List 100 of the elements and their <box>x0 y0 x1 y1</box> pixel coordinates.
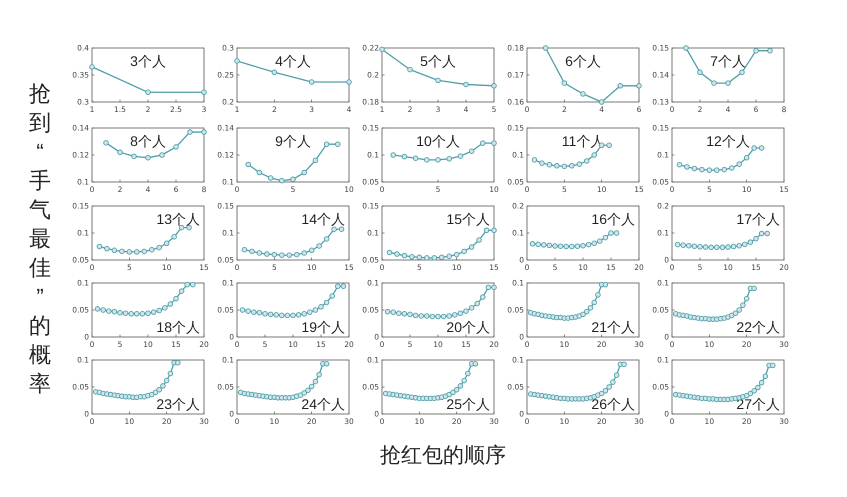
point <box>486 284 492 290</box>
point <box>329 293 335 299</box>
point <box>184 282 190 288</box>
point <box>435 78 441 84</box>
point <box>610 379 616 385</box>
point <box>438 254 444 260</box>
point <box>598 390 604 396</box>
point <box>484 228 490 234</box>
point <box>684 164 690 170</box>
point <box>175 360 181 366</box>
point <box>106 308 112 314</box>
point <box>379 46 385 52</box>
point <box>562 80 568 86</box>
point <box>142 248 148 254</box>
text: 20个人 <box>446 319 490 335</box>
text: 21个人 <box>591 319 635 335</box>
point <box>758 230 764 236</box>
point <box>384 308 390 314</box>
point <box>683 45 689 51</box>
chart-title: 13个人 <box>156 211 200 227</box>
point <box>736 242 742 248</box>
point <box>308 384 314 390</box>
point <box>563 244 569 250</box>
point <box>160 383 166 389</box>
point <box>268 312 274 318</box>
point <box>476 237 482 243</box>
point <box>126 249 132 255</box>
point <box>606 142 612 148</box>
point <box>340 283 346 289</box>
point <box>751 145 757 151</box>
point <box>595 292 601 298</box>
point <box>702 244 708 250</box>
point <box>418 313 424 319</box>
point <box>148 246 154 252</box>
text: 22个人 <box>736 319 780 335</box>
point <box>152 390 158 396</box>
point <box>407 66 413 72</box>
point <box>686 242 692 248</box>
point <box>338 226 344 232</box>
point <box>290 176 296 182</box>
point <box>402 252 408 258</box>
point <box>390 309 396 315</box>
point <box>435 314 441 320</box>
chart-title: 16个人 <box>591 211 635 227</box>
point <box>112 248 118 254</box>
point <box>602 234 608 240</box>
point <box>272 70 278 76</box>
point <box>535 242 541 248</box>
point <box>446 253 452 259</box>
point <box>725 244 731 250</box>
point <box>580 242 586 248</box>
point <box>201 129 207 135</box>
point <box>552 243 558 249</box>
point <box>591 240 597 246</box>
point <box>301 170 307 176</box>
point <box>461 378 467 384</box>
chart-title: 8个人 <box>130 133 166 149</box>
point <box>762 373 768 379</box>
point <box>251 309 257 315</box>
text: 18个人 <box>156 319 200 335</box>
point <box>618 83 624 89</box>
point <box>407 312 413 318</box>
point <box>530 241 536 247</box>
point <box>736 161 742 167</box>
point <box>256 310 262 316</box>
point <box>680 242 686 248</box>
point <box>402 154 408 160</box>
point <box>532 157 538 163</box>
point <box>748 390 754 396</box>
point <box>614 230 620 236</box>
point <box>164 240 170 246</box>
point <box>714 167 720 173</box>
point <box>140 311 146 317</box>
point <box>324 236 330 242</box>
chart-title: 9个人 <box>275 133 311 149</box>
point <box>569 244 575 250</box>
point <box>458 153 464 159</box>
point <box>468 148 474 154</box>
point <box>569 163 575 169</box>
point <box>301 311 307 317</box>
point <box>744 392 750 398</box>
point <box>279 178 285 184</box>
point <box>128 311 134 317</box>
point <box>591 300 597 306</box>
point <box>145 154 151 160</box>
text: 19个人 <box>301 319 345 335</box>
point <box>468 305 474 311</box>
point <box>284 312 290 318</box>
point <box>711 80 717 86</box>
point <box>454 252 460 258</box>
text: 24个人 <box>301 396 345 412</box>
point <box>346 79 352 85</box>
point <box>758 145 764 151</box>
point <box>597 238 603 244</box>
point <box>117 150 123 156</box>
point <box>491 284 497 290</box>
point <box>458 383 464 389</box>
point <box>558 243 564 249</box>
point <box>286 252 292 258</box>
point <box>103 140 109 146</box>
